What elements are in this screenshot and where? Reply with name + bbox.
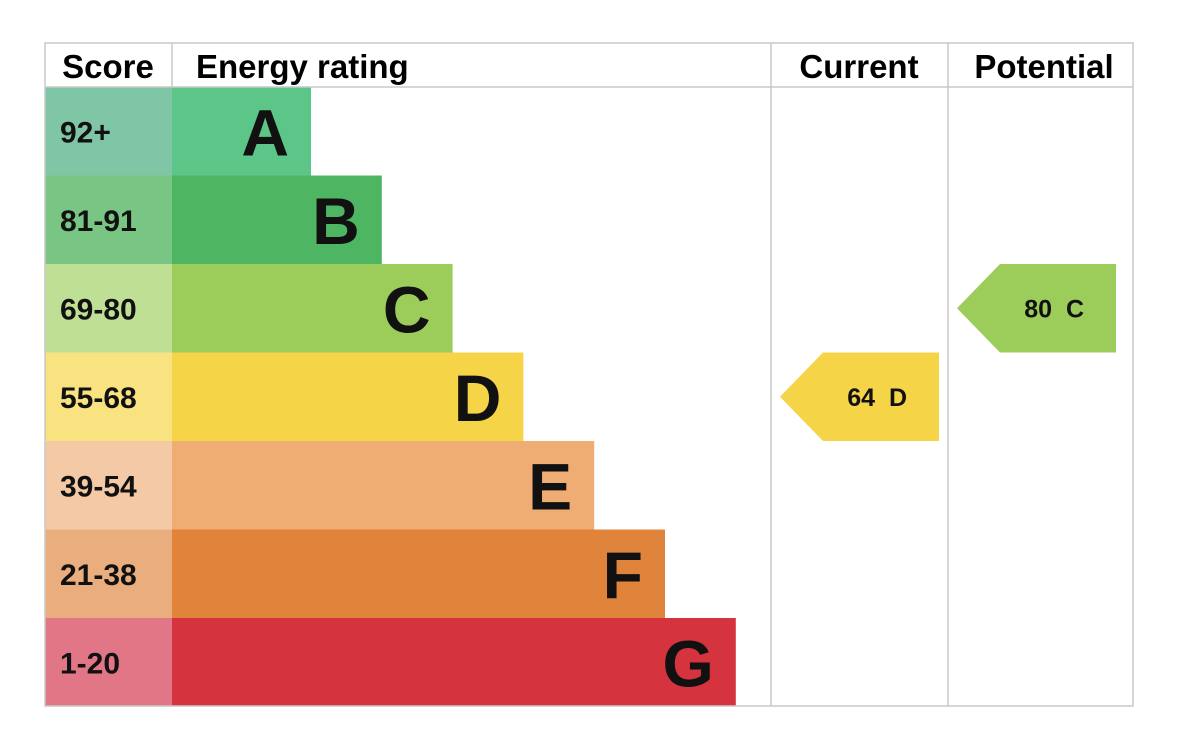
score-range-c: 69-80 bbox=[60, 293, 137, 326]
score-cell-f bbox=[45, 529, 172, 618]
current-header: Current bbox=[799, 48, 918, 85]
score-cell-a bbox=[45, 87, 172, 176]
rating-bar-a bbox=[172, 87, 311, 176]
rating-bar-d bbox=[172, 352, 524, 441]
potential-header: Potential bbox=[974, 48, 1113, 85]
rating-bar-e bbox=[172, 441, 595, 530]
potential-rating-arrow bbox=[957, 264, 1116, 353]
score-cell-d bbox=[45, 352, 172, 441]
potential-rating-band: C bbox=[1066, 295, 1084, 323]
band-letter-f: F bbox=[603, 538, 643, 612]
current-rating-band: D bbox=[889, 384, 907, 412]
rating-bar-c bbox=[172, 264, 453, 353]
rating-bar-g bbox=[172, 618, 736, 707]
score-range-d: 55-68 bbox=[60, 382, 137, 415]
band-letter-b: B bbox=[312, 184, 360, 258]
score-header: Score bbox=[62, 48, 154, 85]
rating-bar-f bbox=[172, 529, 665, 618]
score-cell-b bbox=[45, 175, 172, 264]
chart-border bbox=[44, 42, 1134, 707]
header-row: Score Energy rating Current Potential bbox=[62, 48, 1114, 85]
score-range-g: 1-20 bbox=[60, 647, 120, 680]
potential-rating-value: 80 bbox=[1024, 295, 1052, 323]
band-letter-a: A bbox=[241, 95, 289, 169]
band-letter-g: G bbox=[662, 626, 713, 700]
current-rating-arrow bbox=[780, 352, 939, 441]
score-range-a: 92+ bbox=[60, 116, 111, 149]
score-range-b: 81-91 bbox=[60, 205, 137, 238]
score-cell-c bbox=[45, 264, 172, 353]
score-cell-g bbox=[45, 618, 172, 707]
score-range-f: 21-38 bbox=[60, 559, 137, 592]
band-letter-e: E bbox=[528, 449, 572, 523]
rating-bar-b bbox=[172, 175, 382, 264]
band-letter-d: D bbox=[454, 361, 502, 435]
arrows-layer: 64 D 80 C bbox=[780, 264, 1116, 441]
grid-layer bbox=[44, 42, 1134, 707]
energy-rating-header: Energy rating bbox=[196, 48, 409, 85]
current-rating-value: 64 bbox=[847, 384, 875, 412]
score-range-e: 39-54 bbox=[60, 470, 137, 503]
bands-layer: 92+ A 81-91 B 69-80 C 55-68 D 39-54 E 21-38 F 1-20 G bbox=[45, 87, 736, 707]
score-cell-e bbox=[45, 441, 172, 530]
band-letter-c: C bbox=[383, 272, 431, 346]
